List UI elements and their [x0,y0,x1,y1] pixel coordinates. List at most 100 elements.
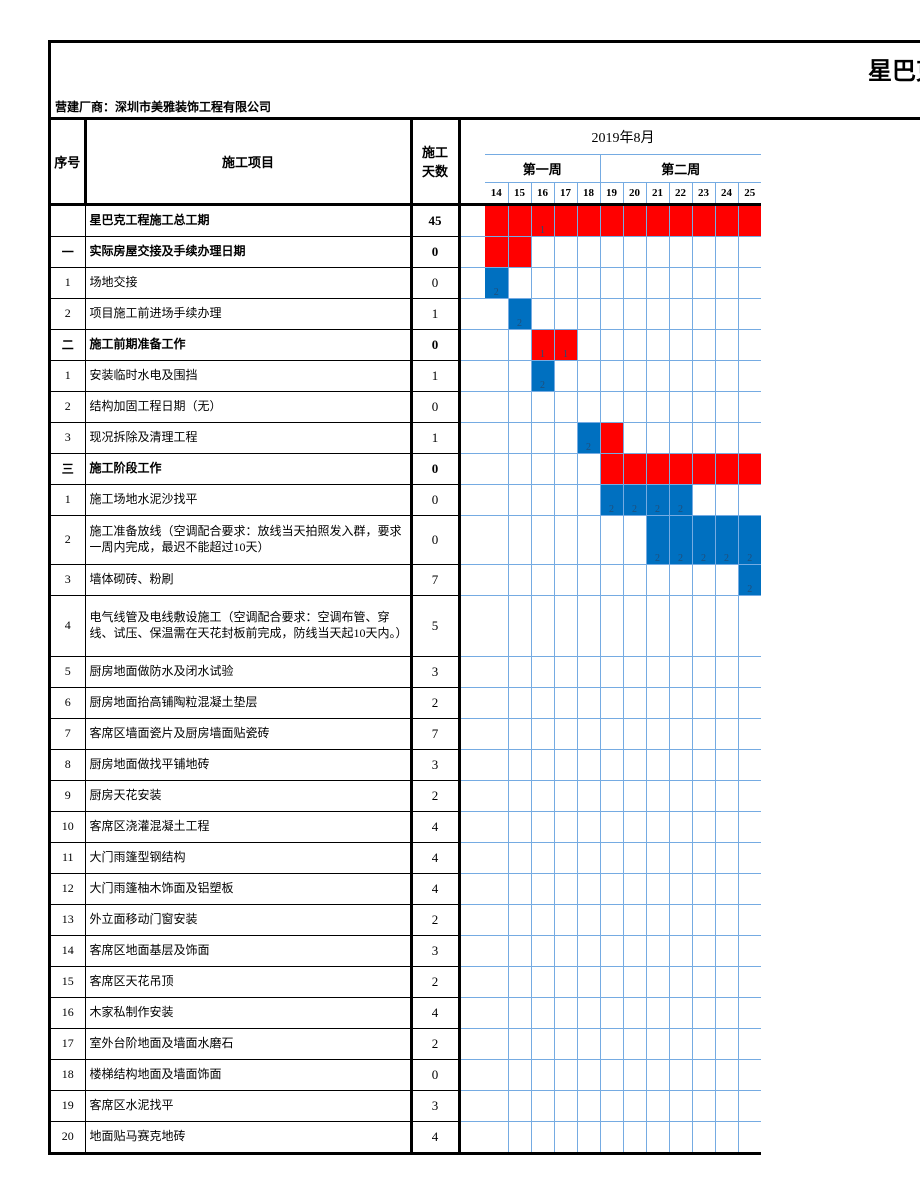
gantt-cell [600,656,623,687]
gantt-cell [600,935,623,966]
cell-days: 0 [411,236,459,267]
gantt-cell [554,1028,577,1059]
header-day-20: 20 [623,182,646,204]
header-day-22: 22 [669,182,692,204]
gantt-cell [577,360,600,391]
cell-item: 施工阶段工作 [85,453,411,484]
cell-days: 7 [411,718,459,749]
gantt-cell [485,391,508,422]
gantt-cell [600,873,623,904]
cell-seq: 2 [51,391,85,422]
gantt-cell [669,966,692,997]
gantt-cell [600,515,623,564]
cell-days: 0 [411,391,459,422]
gantt-cell [738,811,761,842]
cell-item: 现况拆除及清理工程 [85,422,411,453]
gantt-cell [508,329,531,360]
gantt-cell [715,749,738,780]
gantt-cell [738,453,761,484]
gantt-cell [669,1028,692,1059]
gantt-cell [738,236,761,267]
gantt-cell [508,422,531,453]
gantt-cell [577,236,600,267]
gantt-cell [692,1028,715,1059]
gantt-cell [577,842,600,873]
gantt-cell [669,595,692,656]
gantt-cell [646,997,669,1028]
gantt-cell [508,1028,531,1059]
gantt-cell: 2 [646,515,669,564]
gantt-body: 星巴克工程施工总工期451一实际房屋交接及手续办理日期01场地交接022项目施工… [51,204,761,1153]
gantt-cell [485,1028,508,1059]
gantt-cell [600,1121,623,1153]
cell-seq [51,204,85,236]
gantt-cell [692,656,715,687]
table-row: 8厨房地面做找平铺地砖3 [51,749,761,780]
gantt-cell [623,1028,646,1059]
cell-seq: 1 [51,484,85,515]
gantt-cell [738,873,761,904]
gantt-cell [692,484,715,515]
gantt-cell [646,595,669,656]
gantt-cell [577,204,600,236]
gantt-cell [554,267,577,298]
table-row: 13外立面移动门窗安装2 [51,904,761,935]
gantt-cell [623,236,646,267]
table-row: 18楼梯结构地面及墙面饰面0 [51,1059,761,1090]
gantt-cell [577,687,600,718]
table-row: 11大门雨篷型钢结构4 [51,842,761,873]
cell-gap [459,966,485,997]
cell-item: 厨房地面做防水及闭水试验 [85,656,411,687]
gantt-cell [508,966,531,997]
gantt-cell [646,236,669,267]
gantt-cell [577,391,600,422]
page-title: 星巴克（ [51,43,920,94]
cell-item: 客席区天花吊顶 [85,966,411,997]
cell-days: 1 [411,360,459,391]
gantt-cell [485,966,508,997]
gantt-cell [646,453,669,484]
cell-days: 3 [411,935,459,966]
gantt-cell [531,1059,554,1090]
cell-days: 1 [411,422,459,453]
gantt-cell [554,391,577,422]
gantt-cell [692,204,715,236]
gantt-cell [485,811,508,842]
gantt-cell [600,997,623,1028]
cell-item: 施工前期准备工作 [85,329,411,360]
gantt-cell [669,811,692,842]
gantt-cell [485,780,508,811]
gantt-cell [485,298,508,329]
gantt-cell [577,329,600,360]
gantt-cell [623,595,646,656]
gantt-cell [715,780,738,811]
gantt-cell [485,1059,508,1090]
gantt-cell: 2 [508,298,531,329]
gantt-cell [692,935,715,966]
gantt-cell [485,515,508,564]
gantt-cell [669,329,692,360]
gantt-cell [692,564,715,595]
gantt-cell [577,966,600,997]
table-row: 17室外台阶地面及墙面水磨石2 [51,1028,761,1059]
gantt-cell: 2 [669,484,692,515]
cell-item: 大门雨篷型钢结构 [85,842,411,873]
gantt-cell [715,904,738,935]
gantt-cell [508,873,531,904]
gantt-cell [485,935,508,966]
gantt-cell [600,1059,623,1090]
cell-seq: 8 [51,749,85,780]
cell-gap [459,595,485,656]
gantt-cell [646,687,669,718]
gantt-cell [577,935,600,966]
gantt-cell [623,749,646,780]
gantt-cell [600,391,623,422]
gantt-cell [669,718,692,749]
table-row: 9厨房天花安装2 [51,780,761,811]
cell-item: 楼梯结构地面及墙面饰面 [85,1059,411,1090]
cell-gap [459,718,485,749]
gantt-cell [531,595,554,656]
gantt-table: 序号 施工项目 施工 天数 2019年8月 第一周 第二周 1415161718… [51,120,761,1155]
gantt-cell [669,564,692,595]
cell-item: 项目施工前进场手续办理 [85,298,411,329]
